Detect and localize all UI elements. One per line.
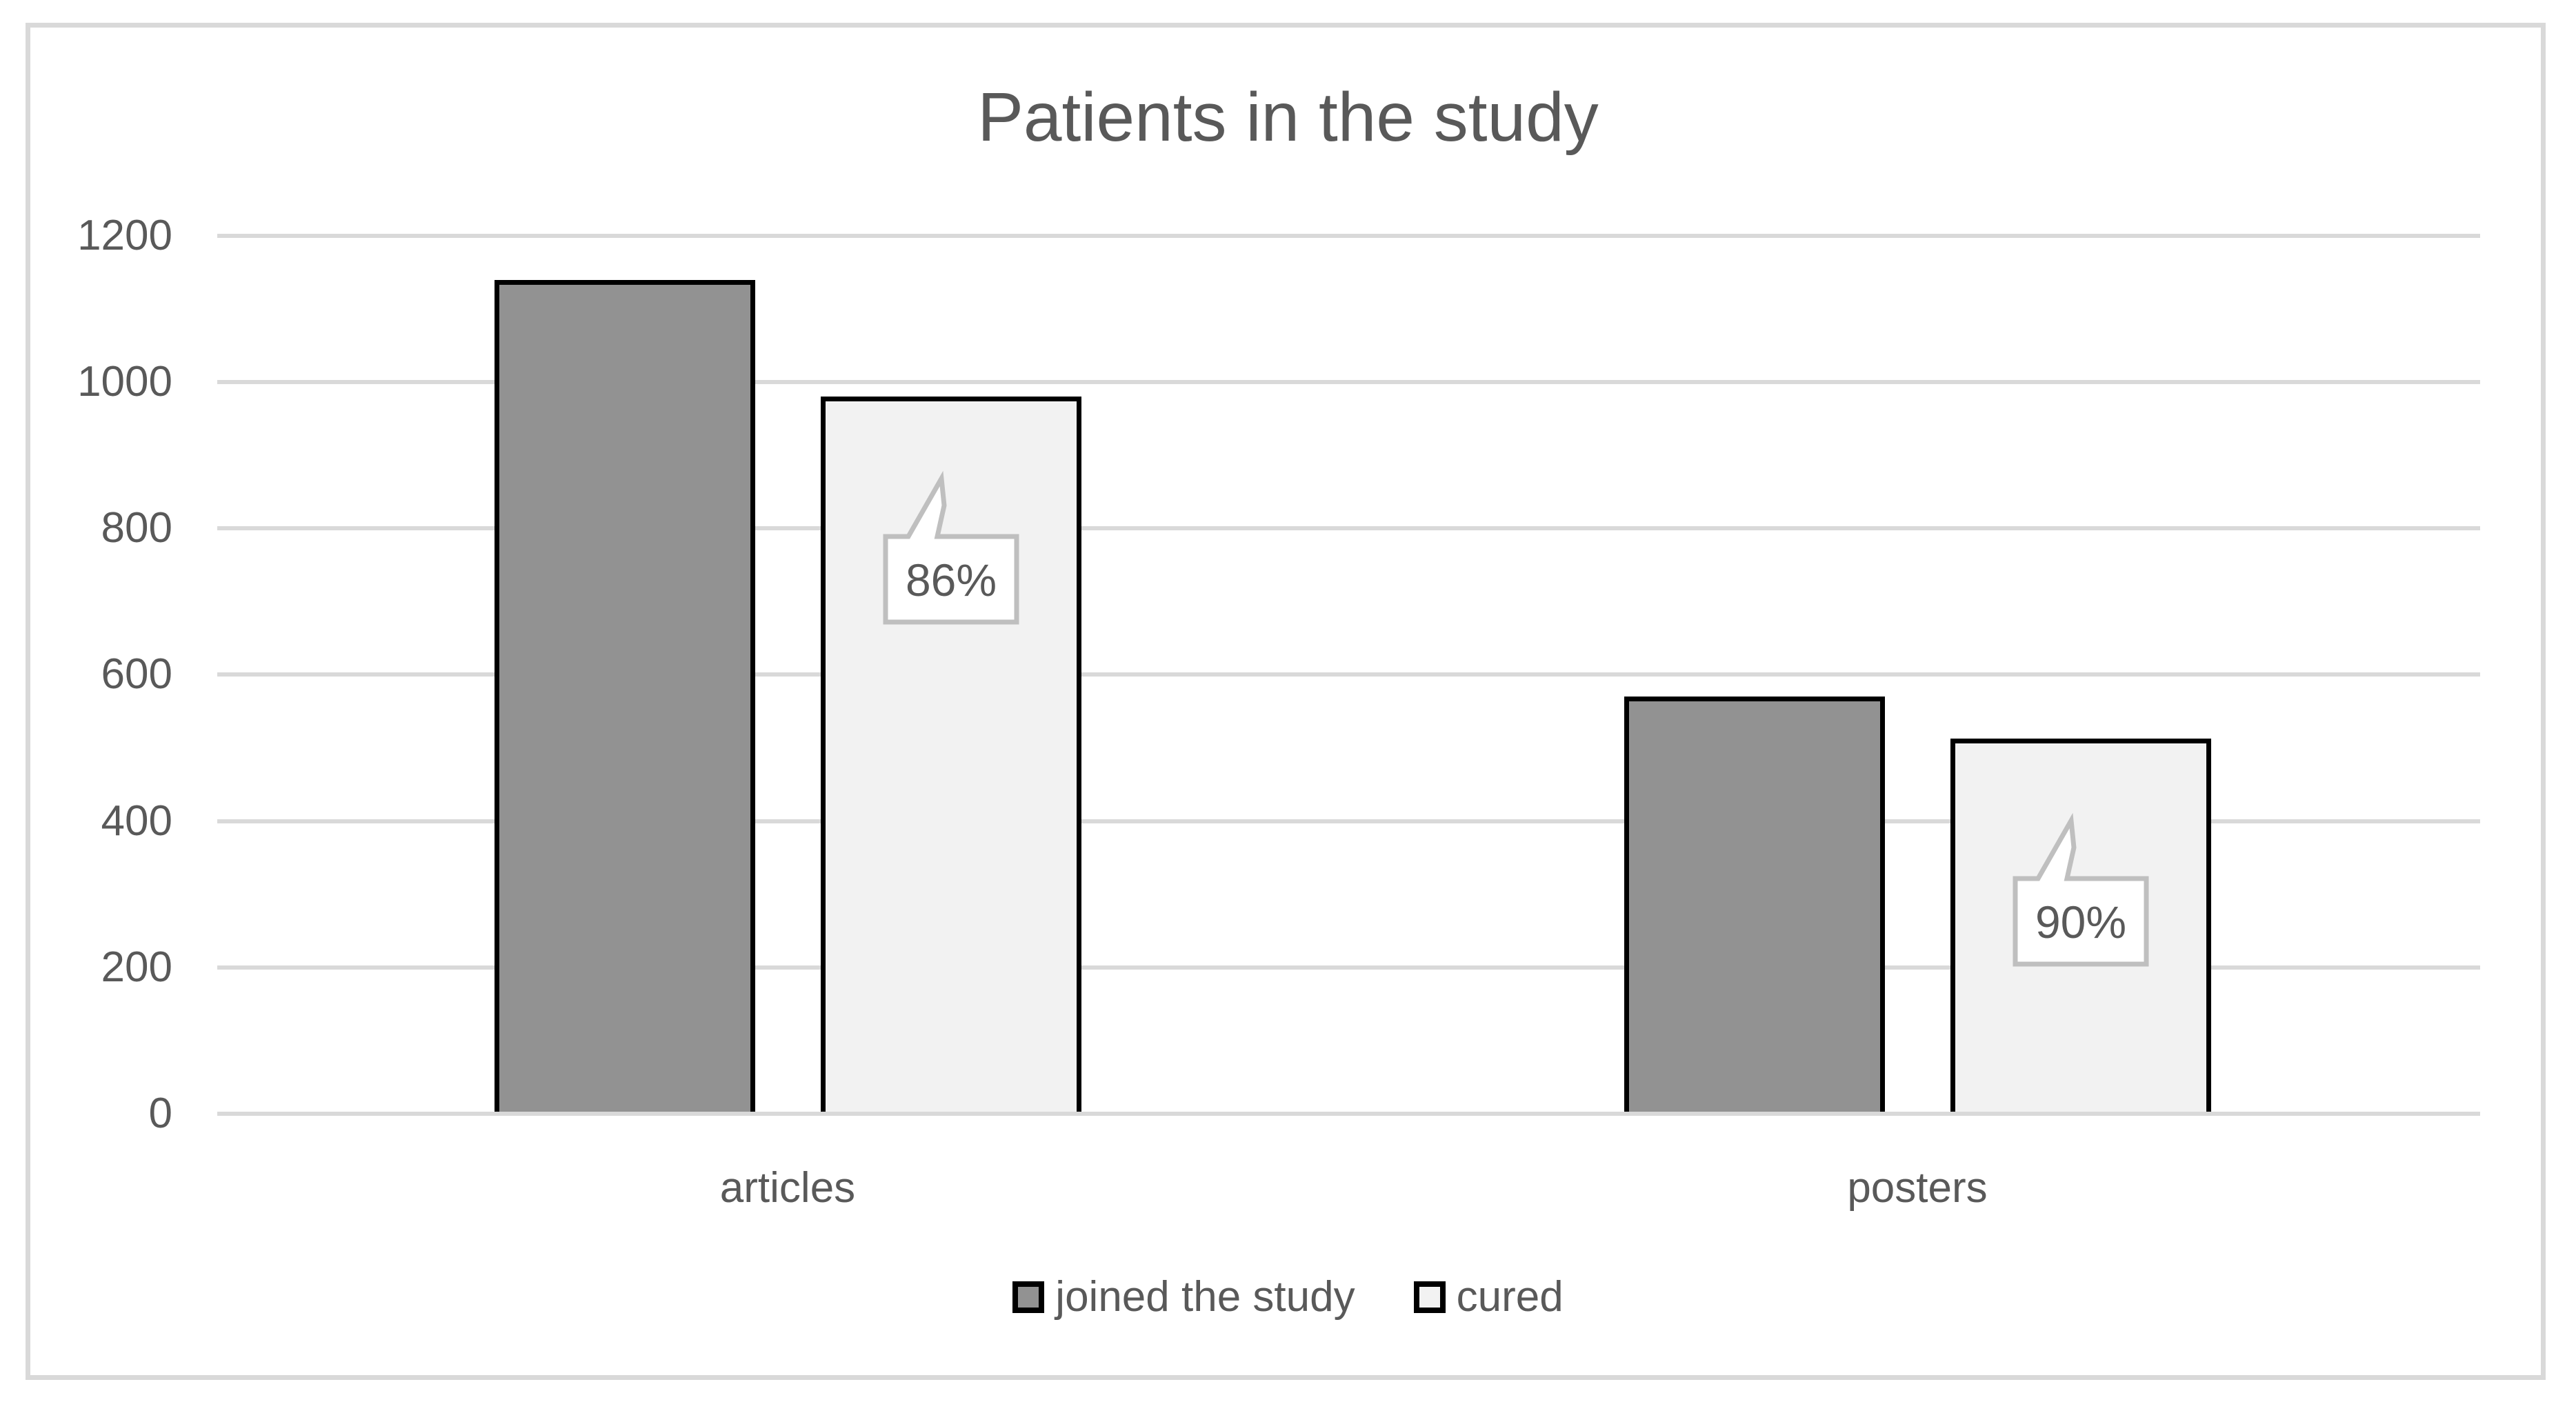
y-tick-label-0: 0 (148, 1090, 172, 1137)
bar-articles-joined-the-study (495, 280, 755, 1112)
gridline-1000 (217, 380, 2480, 384)
legend-item-cured: cured (1413, 1273, 1564, 1321)
x-category-label-posters: posters (1847, 1164, 1988, 1212)
legend-item-joined-the-study: joined the study (1012, 1276, 1355, 1319)
legend: joined the study cured (0, 1276, 2576, 1319)
gridline-1200 (217, 234, 2480, 238)
chart-title: Patients in the study (977, 79, 1599, 156)
legend-label-cured: cured (1456, 1273, 1564, 1321)
chart-frame-border (26, 23, 2546, 1380)
legend-swatch-joined-the-study-icon (1012, 1281, 1045, 1313)
y-tick-label-800: 800 (101, 504, 172, 552)
y-tick-label-1000: 1000 (77, 358, 172, 405)
gridline-0 (217, 1112, 2480, 1116)
y-tick-label-600: 600 (101, 650, 172, 698)
bar-articles-cured (821, 397, 1081, 1112)
y-tick-label-200: 200 (101, 943, 172, 991)
bar-posters-joined-the-study (1624, 697, 1885, 1112)
bar-posters-cured (1950, 739, 2211, 1112)
y-tick-label-400: 400 (101, 797, 172, 845)
gridline-800 (217, 526, 2480, 530)
legend-swatch-cured-icon (1413, 1281, 1446, 1313)
gridline-600 (217, 672, 2480, 677)
y-tick-label-1200: 1200 (77, 212, 172, 259)
gridline-200 (217, 965, 2480, 970)
x-category-label-articles: articles (719, 1164, 856, 1212)
legend-label-joined-the-study: joined the study (1055, 1273, 1355, 1321)
gridline-400 (217, 819, 2480, 823)
